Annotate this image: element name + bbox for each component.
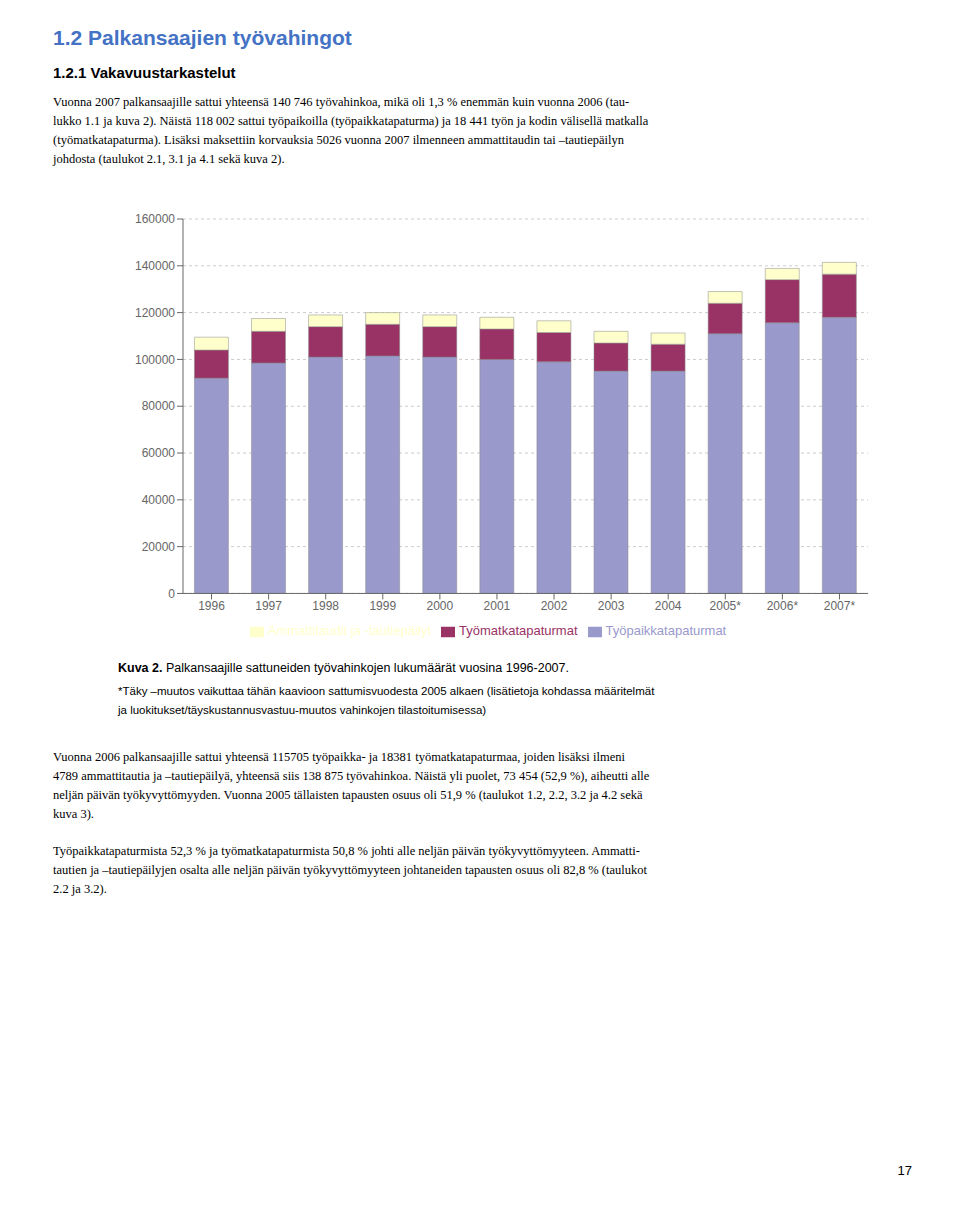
svg-text:20000: 20000: [142, 540, 176, 554]
html-text:*Täky –muutos vaikuttaa tähän: *Täky –muutos vaikuttaa tähän kaavioon s…: [118, 685, 655, 697]
svg-text:0: 0: [168, 587, 175, 601]
svg-text:1999: 1999: [369, 599, 396, 613]
svg-text:2006*: 2006*: [767, 599, 799, 613]
html-text:1.2.1 Vakavuustarkastelut: 1.2.1 Vakavuustarkastelut: [53, 64, 236, 81]
html-text:lukko 1.1 ja kuva 2). Näistä 1: lukko 1.1 ja kuva 2). Näistä 118 002 sat…: [53, 114, 649, 128]
svg-text:1996: 1996: [198, 599, 225, 613]
svg-text:1997: 1997: [255, 599, 282, 613]
svg-text:2007*: 2007*: [824, 599, 856, 613]
html-text:Työpaikkatapaturmista 52,3 % j: Työpaikkatapaturmista 52,3 % ja työmatka…: [53, 844, 640, 858]
svg-text:80000: 80000: [142, 399, 176, 413]
svg-text:40000: 40000: [142, 493, 176, 507]
html-text:tautien ja –tautiepäilyjen osa: tautien ja –tautiepäilyjen osalta alle n…: [53, 863, 647, 877]
html-text:Työmatkatapaturmat: Työmatkatapaturmat: [459, 623, 578, 639]
html-text:1.2 Palkansaajien työvahingot: 1.2 Palkansaajien työvahingot: [53, 26, 352, 49]
svg-text:100000: 100000: [135, 353, 175, 367]
html-text:(työmatkatapaturma). Lisäksi m: (työmatkatapaturma). Lisäksi maksettiin …: [53, 133, 624, 147]
svg-text:120000: 120000: [135, 306, 175, 320]
html-text:Työpaikkatapaturmat: Työpaikkatapaturmat: [605, 623, 727, 639]
svg-text:2000: 2000: [427, 599, 454, 613]
html-text:Vuonna 2007 palkansaajille sat: Vuonna 2007 palkansaajille sattui yhteen…: [53, 95, 630, 109]
html-text:4789 ammattitautia ja –tautiep: 4789 ammattitautia ja –tautiepäilyä, yht…: [53, 769, 650, 783]
svg-text:1998: 1998: [312, 599, 339, 613]
html-text:Vuonna 2006 palkansaajille sat: Vuonna 2006 palkansaajille sattui yhteen…: [53, 750, 625, 764]
svg-text:2004: 2004: [655, 599, 682, 613]
svg-text:140000: 140000: [135, 259, 175, 273]
html-text:17: 17: [897, 1163, 912, 1178]
html-text:2.2 ja 3.2).: 2.2 ja 3.2).: [53, 882, 107, 896]
svg-text:2005*: 2005*: [710, 599, 742, 613]
html-text:neljän päivän työkyvyttömyyden: neljän päivän työkyvyttömyyden. Vuonna 2…: [53, 788, 643, 802]
svg-text:60000: 60000: [142, 446, 176, 460]
html-text:ja luokitukset/täyskustannusva: ja luokitukset/täyskustannusvastuu-muuto…: [118, 704, 487, 716]
svg-text:2002: 2002: [541, 599, 568, 613]
svg-text:160000: 160000: [135, 212, 175, 226]
html-text:Ammattitaudit ja -tautiepäilyt: Ammattitaudit ja -tautiepäilyt: [267, 623, 431, 639]
html-text:johdosta (taulukot 2.1, 3.1 ja: johdosta (taulukot 2.1, 3.1 ja 4.1 sekä …: [53, 152, 285, 166]
svg-text:2003: 2003: [598, 599, 625, 613]
html-text:kuva 3).: kuva 3).: [53, 807, 94, 821]
svg-text:2001: 2001: [484, 599, 511, 613]
html-text:Kuva 2. Palkansaajille sattune: Kuva 2. Palkansaajille sattuneiden työva…: [118, 661, 569, 675]
